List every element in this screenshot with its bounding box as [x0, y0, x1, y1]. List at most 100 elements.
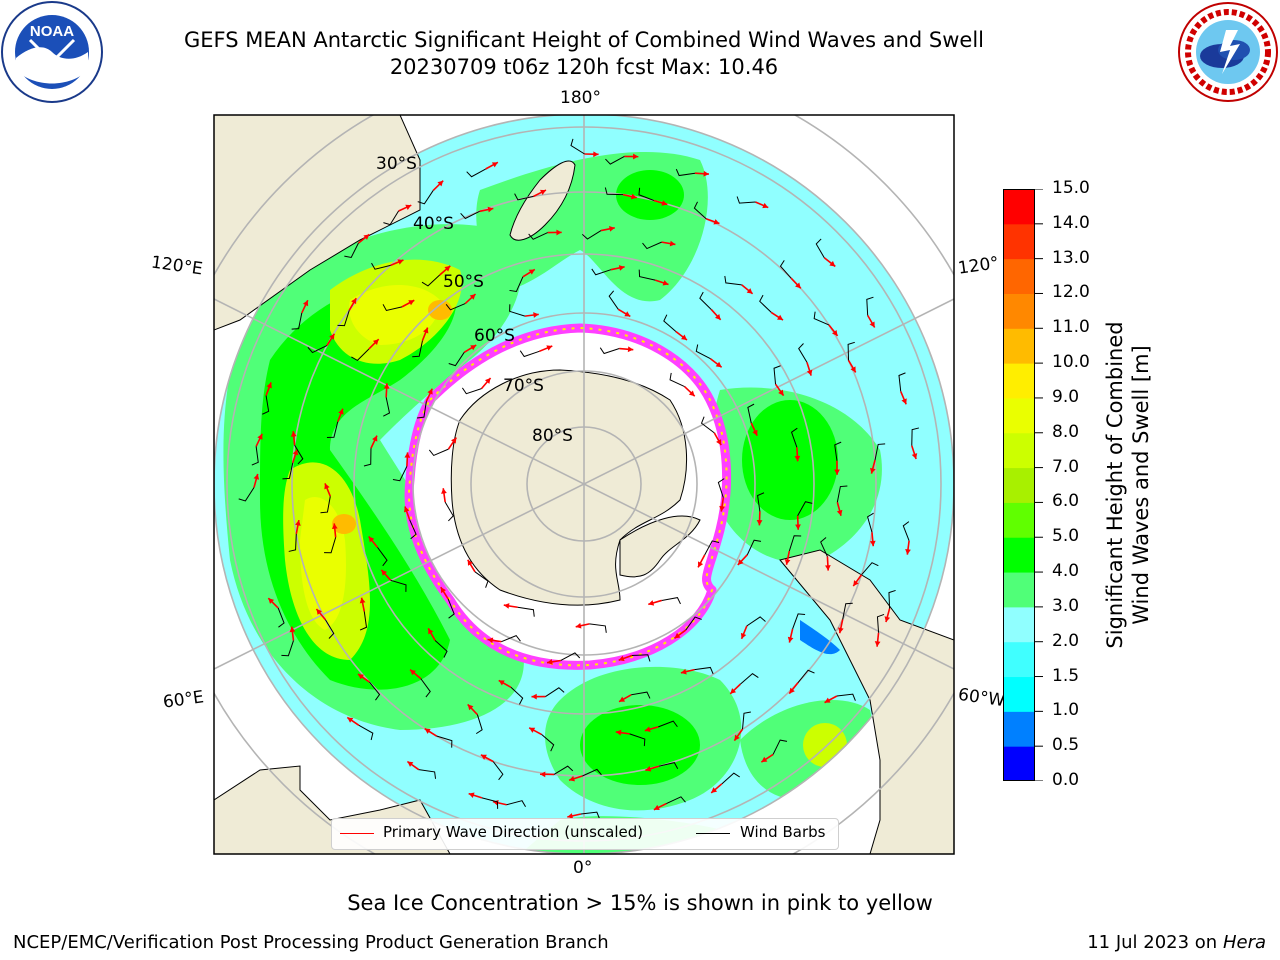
wind-barb [631, 691, 651, 699]
wave-arrow-head [829, 260, 836, 267]
wave-arrow-head [703, 170, 709, 177]
wind-barb [383, 210, 399, 226]
wave-arrow-head [680, 668, 687, 675]
wind-barb [693, 201, 707, 220]
wave-arrow-head [825, 565, 831, 571]
wave-arrow-head [870, 467, 876, 474]
colorbar-tick-label: 1.0 [1052, 700, 1080, 721]
wind-barb [277, 607, 285, 628]
wind-barb [501, 634, 521, 643]
colorbar-segment [1003, 293, 1035, 329]
wind-barb [288, 533, 297, 552]
wave-arrow-head [404, 452, 411, 458]
legend-wave-line [340, 833, 374, 834]
colorbar-segment [1003, 363, 1035, 399]
wave-arrow-head [869, 321, 875, 328]
wave-arrow-head [905, 549, 911, 555]
wind-barb [466, 168, 486, 178]
wave-arrow-head [593, 151, 599, 158]
wave-arrow-head [619, 696, 626, 702]
wind-barb [759, 294, 772, 313]
wave-arrow-head [268, 598, 275, 604]
wave-arrow-head [302, 300, 309, 307]
wind-barb [434, 640, 448, 658]
colorbar-segment [1003, 189, 1035, 225]
wind-barb [772, 739, 788, 755]
colorbar-segment [1003, 746, 1035, 781]
wave-arrow-head [567, 813, 574, 819]
wave-arrow-head [716, 439, 722, 446]
colorbar-tick-label: 0.5 [1052, 735, 1080, 756]
wave-arrow-head [633, 153, 639, 160]
wind-barb [238, 487, 255, 502]
wind-barb [866, 296, 874, 316]
wave-arrow-head [618, 655, 625, 662]
wind-barb [570, 138, 585, 155]
wave-arrow-head [669, 240, 676, 247]
wind-barb [792, 613, 806, 630]
colorbar-segment [1003, 606, 1035, 643]
wind-barb [519, 350, 540, 358]
colorbar-tick-label: 0.0 [1052, 770, 1080, 790]
wave-arrow-head [266, 382, 272, 389]
colorbar-tick-label: 8.0 [1052, 421, 1080, 442]
colorbar-segment [1003, 572, 1035, 608]
wind-barb [717, 478, 725, 498]
wind-barb [740, 673, 759, 685]
wind-barb [876, 613, 885, 633]
wave-arrow-head [357, 674, 364, 680]
wind-barb [307, 345, 328, 354]
colorbar-tick-label: 14.0 [1052, 212, 1090, 233]
colorbar-tick-label: 4.0 [1052, 561, 1080, 582]
wave-arrow-head [450, 437, 457, 444]
colorbar-tick-label: 13.0 [1052, 247, 1090, 268]
wave-arrow-head [569, 775, 575, 782]
wave-arrow-head [719, 505, 725, 512]
wave-arrow-head [624, 311, 631, 317]
wind-barb [509, 304, 526, 317]
wave-arrow-head [547, 659, 553, 665]
wave-arrow-head [292, 449, 299, 456]
wave-arrow-head [714, 314, 721, 320]
colorbar-tick-label: 6.0 [1052, 491, 1080, 512]
wave-arrow-head [850, 366, 856, 373]
nws-logo [1178, 2, 1278, 102]
wave-arrow-head [784, 559, 791, 565]
wind-barb [291, 312, 303, 330]
wave-arrow-head [428, 628, 434, 635]
wave-arrow-head [528, 269, 535, 275]
lat-label-60: 60°S [474, 326, 515, 346]
chart-subtitle: 20230709 t06z 120h fcst Max: 10.46 [389, 55, 779, 79]
wave-arrow-head [730, 688, 737, 694]
wind-barb [842, 602, 853, 620]
wave-arrow-head [737, 559, 744, 565]
wind-barb [658, 720, 678, 728]
wind-barb [591, 268, 612, 276]
colorbar-tick-label: 12.0 [1052, 282, 1090, 303]
wave-arrow-head [480, 754, 487, 760]
wind-barb [325, 619, 335, 639]
wave-arrow-head [648, 600, 655, 606]
wind-barb [797, 669, 815, 683]
wave-field-indian-ocean-peak [300, 285, 440, 630]
wave-arrow-head [644, 726, 651, 733]
colorbar-tick-label: 2.0 [1052, 630, 1080, 651]
wind-barb [902, 521, 910, 541]
machine-name: Hera [1222, 932, 1266, 953]
wave-arrow-head [681, 334, 687, 341]
chart-title: GEFS MEAN Antarctic Significant Height o… [183, 28, 985, 52]
wind-barb [788, 535, 802, 552]
colorbar-segment [1003, 258, 1035, 294]
wave-arrow-head [674, 632, 681, 639]
wave-arrow-head [405, 204, 412, 210]
wind-barb [363, 448, 372, 467]
wind-barb [629, 733, 646, 747]
wave-arrow-head [468, 792, 475, 798]
wave-arrow-head [869, 540, 876, 547]
legend-barb-label: Wind Barbs [740, 823, 826, 841]
wave-arrow-head [609, 226, 615, 232]
map-legend: Primary Wave Direction (unscaled) Wind B… [331, 818, 839, 850]
wind-barb [911, 427, 920, 446]
wave-arrow-head [834, 469, 840, 475]
